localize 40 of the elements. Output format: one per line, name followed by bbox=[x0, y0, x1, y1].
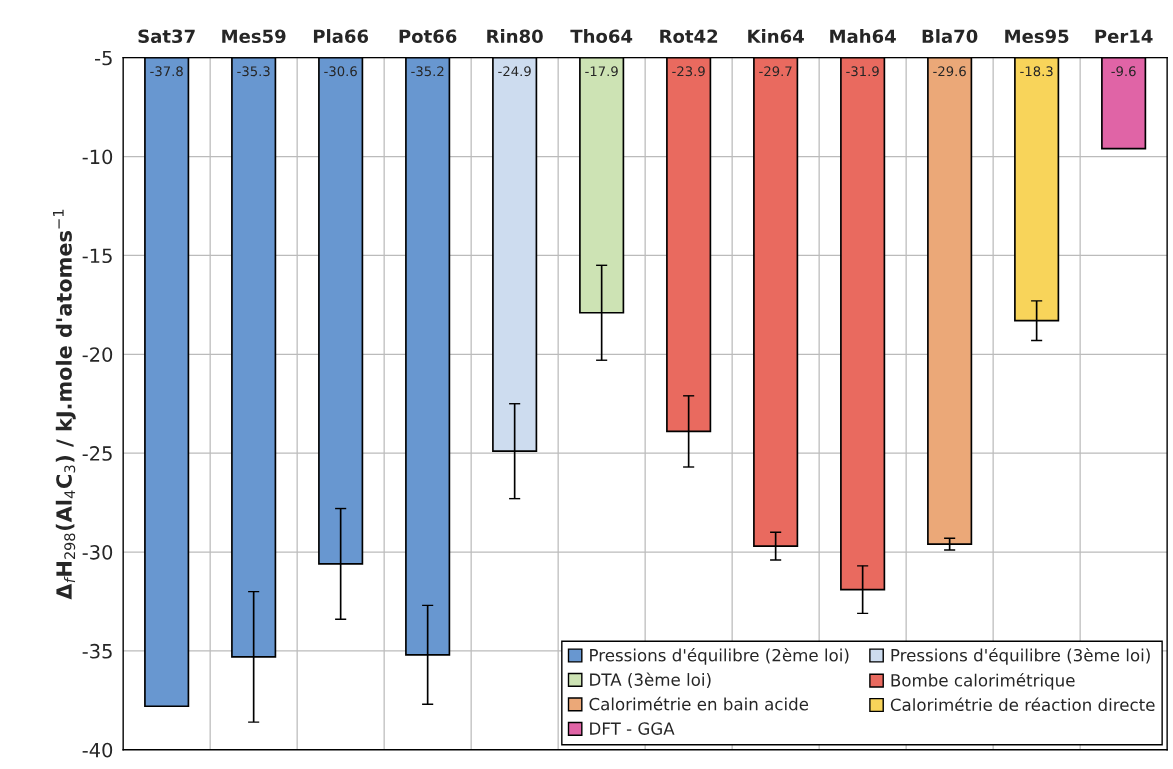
data-label: -23.9 bbox=[672, 66, 705, 77]
data-label: -18.3 bbox=[1020, 66, 1053, 77]
legend-label: DTA (3ème loi) bbox=[590, 672, 711, 688]
text: Δ$_{f}$H$_{298}$(Al$_{4}$C$_{3}$) / kJ.mole d'atomes$^{−1}$ bbox=[53, 209, 76, 600]
data-label: -17.9 bbox=[585, 66, 618, 77]
y-tick-label: -35 bbox=[82, 643, 112, 659]
y-tick-label: -15 bbox=[82, 248, 112, 264]
data-label: -30.6 bbox=[324, 66, 357, 77]
x-tick-label: Kin64 bbox=[748, 29, 804, 44]
y-tick-label: -5 bbox=[95, 50, 112, 66]
x-tick-label: Per14 bbox=[1095, 29, 1153, 44]
y-tick-label: -20 bbox=[82, 347, 113, 362]
x-tick-label: Bla70 bbox=[922, 29, 978, 44]
x-tick-label: Mah64 bbox=[830, 29, 896, 44]
data-label: -37.8 bbox=[150, 66, 183, 77]
legend-label: Calorimétrie en bain acide bbox=[589, 696, 809, 711]
y-tick-label: -40 bbox=[82, 742, 113, 758]
data-label: -35.3 bbox=[237, 66, 270, 77]
legend-label: Bombe calorimétrique bbox=[891, 673, 1075, 690]
x-tick-label: Mes95 bbox=[1005, 29, 1069, 44]
x-tick-label: Rot42 bbox=[660, 29, 718, 44]
y-tick-label: -10 bbox=[82, 149, 113, 165]
y-tick-label: -25 bbox=[82, 446, 112, 461]
x-tick-label: Pla66 bbox=[313, 29, 369, 44]
legend-label: DFT - GGA bbox=[590, 722, 675, 735]
x-tick-label: Tho64 bbox=[570, 29, 633, 44]
data-label: -9.6 bbox=[1111, 66, 1136, 77]
data-label: -31.9 bbox=[846, 66, 879, 77]
data-label: -29.6 bbox=[933, 66, 966, 77]
legend-label: Calorimétrie de réaction directe bbox=[890, 697, 1155, 712]
y-tick-label: -30 bbox=[82, 544, 113, 560]
data-label: -35.2 bbox=[411, 66, 444, 77]
x-tick-label: Pot66 bbox=[399, 29, 457, 44]
legend-label: Pressions d'équilibre (3ème loi) bbox=[891, 647, 1150, 665]
x-tick-label: Rin80 bbox=[487, 29, 543, 44]
data-label: -29.7 bbox=[759, 66, 792, 77]
legend-label: Pressions d'équilibre (2ème loi) bbox=[590, 647, 849, 665]
data-label: -24.9 bbox=[498, 66, 531, 77]
x-tick-label: Sat37 bbox=[138, 29, 195, 44]
x-tick-label: Mes59 bbox=[222, 29, 286, 44]
